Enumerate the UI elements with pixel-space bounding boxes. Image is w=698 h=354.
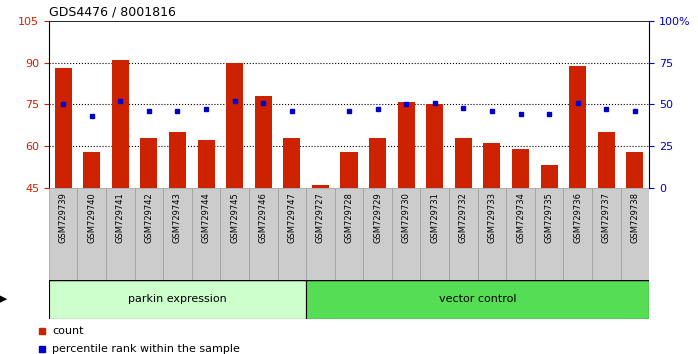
Text: GSM729747: GSM729747 xyxy=(288,192,297,243)
Bar xyxy=(392,188,420,280)
Text: GSM729731: GSM729731 xyxy=(430,192,439,243)
Text: GSM729729: GSM729729 xyxy=(373,192,382,243)
Text: GSM729745: GSM729745 xyxy=(230,192,239,243)
Bar xyxy=(249,188,278,280)
Text: GSM729732: GSM729732 xyxy=(459,192,468,243)
Bar xyxy=(597,132,615,188)
Bar xyxy=(540,165,558,188)
Bar xyxy=(369,138,386,188)
Text: GSM729739: GSM729739 xyxy=(59,192,68,243)
Bar xyxy=(449,188,477,280)
Bar xyxy=(106,188,135,280)
Bar xyxy=(49,188,77,280)
Bar xyxy=(49,280,306,319)
Text: GSM729742: GSM729742 xyxy=(144,192,154,243)
Bar xyxy=(169,132,186,188)
Text: GSM729734: GSM729734 xyxy=(516,192,525,243)
Text: GSM729736: GSM729736 xyxy=(573,192,582,243)
Bar xyxy=(621,188,649,280)
Text: GDS4476 / 8001816: GDS4476 / 8001816 xyxy=(49,6,176,19)
Text: GSM729727: GSM729727 xyxy=(316,192,325,243)
Bar xyxy=(335,188,363,280)
Text: GSM729746: GSM729746 xyxy=(259,192,268,243)
Bar xyxy=(221,188,249,280)
Text: parkin expression: parkin expression xyxy=(128,294,227,304)
Text: GSM729733: GSM729733 xyxy=(487,192,496,243)
Bar xyxy=(506,188,535,280)
Bar xyxy=(420,188,449,280)
Bar xyxy=(255,96,272,188)
Bar xyxy=(483,143,500,188)
Bar xyxy=(535,188,563,280)
Bar xyxy=(306,188,335,280)
Bar xyxy=(278,188,306,280)
Bar xyxy=(477,188,506,280)
Text: GSM729740: GSM729740 xyxy=(87,192,96,243)
Bar xyxy=(112,60,129,188)
Bar xyxy=(426,104,443,188)
Bar xyxy=(140,138,158,188)
Text: GSM729738: GSM729738 xyxy=(630,192,639,243)
Bar xyxy=(312,185,329,188)
Text: GSM729728: GSM729728 xyxy=(345,192,353,243)
Text: GSM729735: GSM729735 xyxy=(544,192,554,243)
Bar xyxy=(398,102,415,188)
Text: GSM729743: GSM729743 xyxy=(173,192,182,243)
Bar xyxy=(563,188,592,280)
Bar xyxy=(77,188,106,280)
Text: count: count xyxy=(52,326,84,336)
Bar xyxy=(192,188,221,280)
Bar xyxy=(226,63,243,188)
Bar xyxy=(626,152,644,188)
Text: vector control: vector control xyxy=(439,294,517,304)
Bar xyxy=(512,149,529,188)
Bar xyxy=(83,152,101,188)
Text: GSM729730: GSM729730 xyxy=(401,192,410,243)
Bar xyxy=(135,188,163,280)
Bar xyxy=(163,188,192,280)
Bar xyxy=(198,141,215,188)
Bar xyxy=(306,280,649,319)
Text: GSM729741: GSM729741 xyxy=(116,192,125,243)
Bar xyxy=(592,188,621,280)
Bar xyxy=(455,138,472,188)
Bar xyxy=(283,138,300,188)
Bar xyxy=(54,68,72,188)
Text: protocol ▶: protocol ▶ xyxy=(0,294,7,304)
Text: GSM729744: GSM729744 xyxy=(202,192,211,243)
Text: percentile rank within the sample: percentile rank within the sample xyxy=(52,344,240,354)
Bar xyxy=(569,65,586,188)
Text: GSM729737: GSM729737 xyxy=(602,192,611,243)
Bar xyxy=(341,152,357,188)
Bar xyxy=(363,188,392,280)
